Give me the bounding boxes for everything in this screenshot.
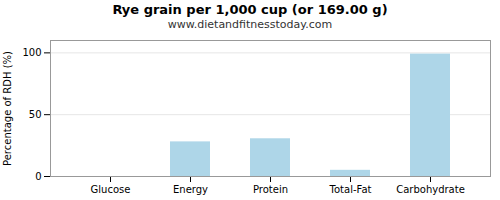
- svg-text:Energy: Energy: [173, 184, 208, 195]
- svg-text:Total-Fat: Total-Fat: [329, 184, 372, 195]
- svg-text:100: 100: [22, 47, 41, 58]
- svg-text:Carbohydrate: Carbohydrate: [396, 184, 465, 195]
- svg-text:Percentage of RDH (%): Percentage of RDH (%): [2, 51, 13, 166]
- svg-text:0: 0: [35, 171, 41, 182]
- html-text:www.dietandfitnesstoday.com: www.dietandfitnesstoday.com: [167, 18, 333, 31]
- svg-text:50: 50: [29, 109, 42, 120]
- svg-text:Glucose: Glucose: [91, 184, 131, 195]
- svg-text:Protein: Protein: [253, 184, 288, 195]
- html-text:Rye grain per 1,000 cup (or 16: Rye grain per 1,000 cup (or 169.00 g): [112, 2, 388, 17]
